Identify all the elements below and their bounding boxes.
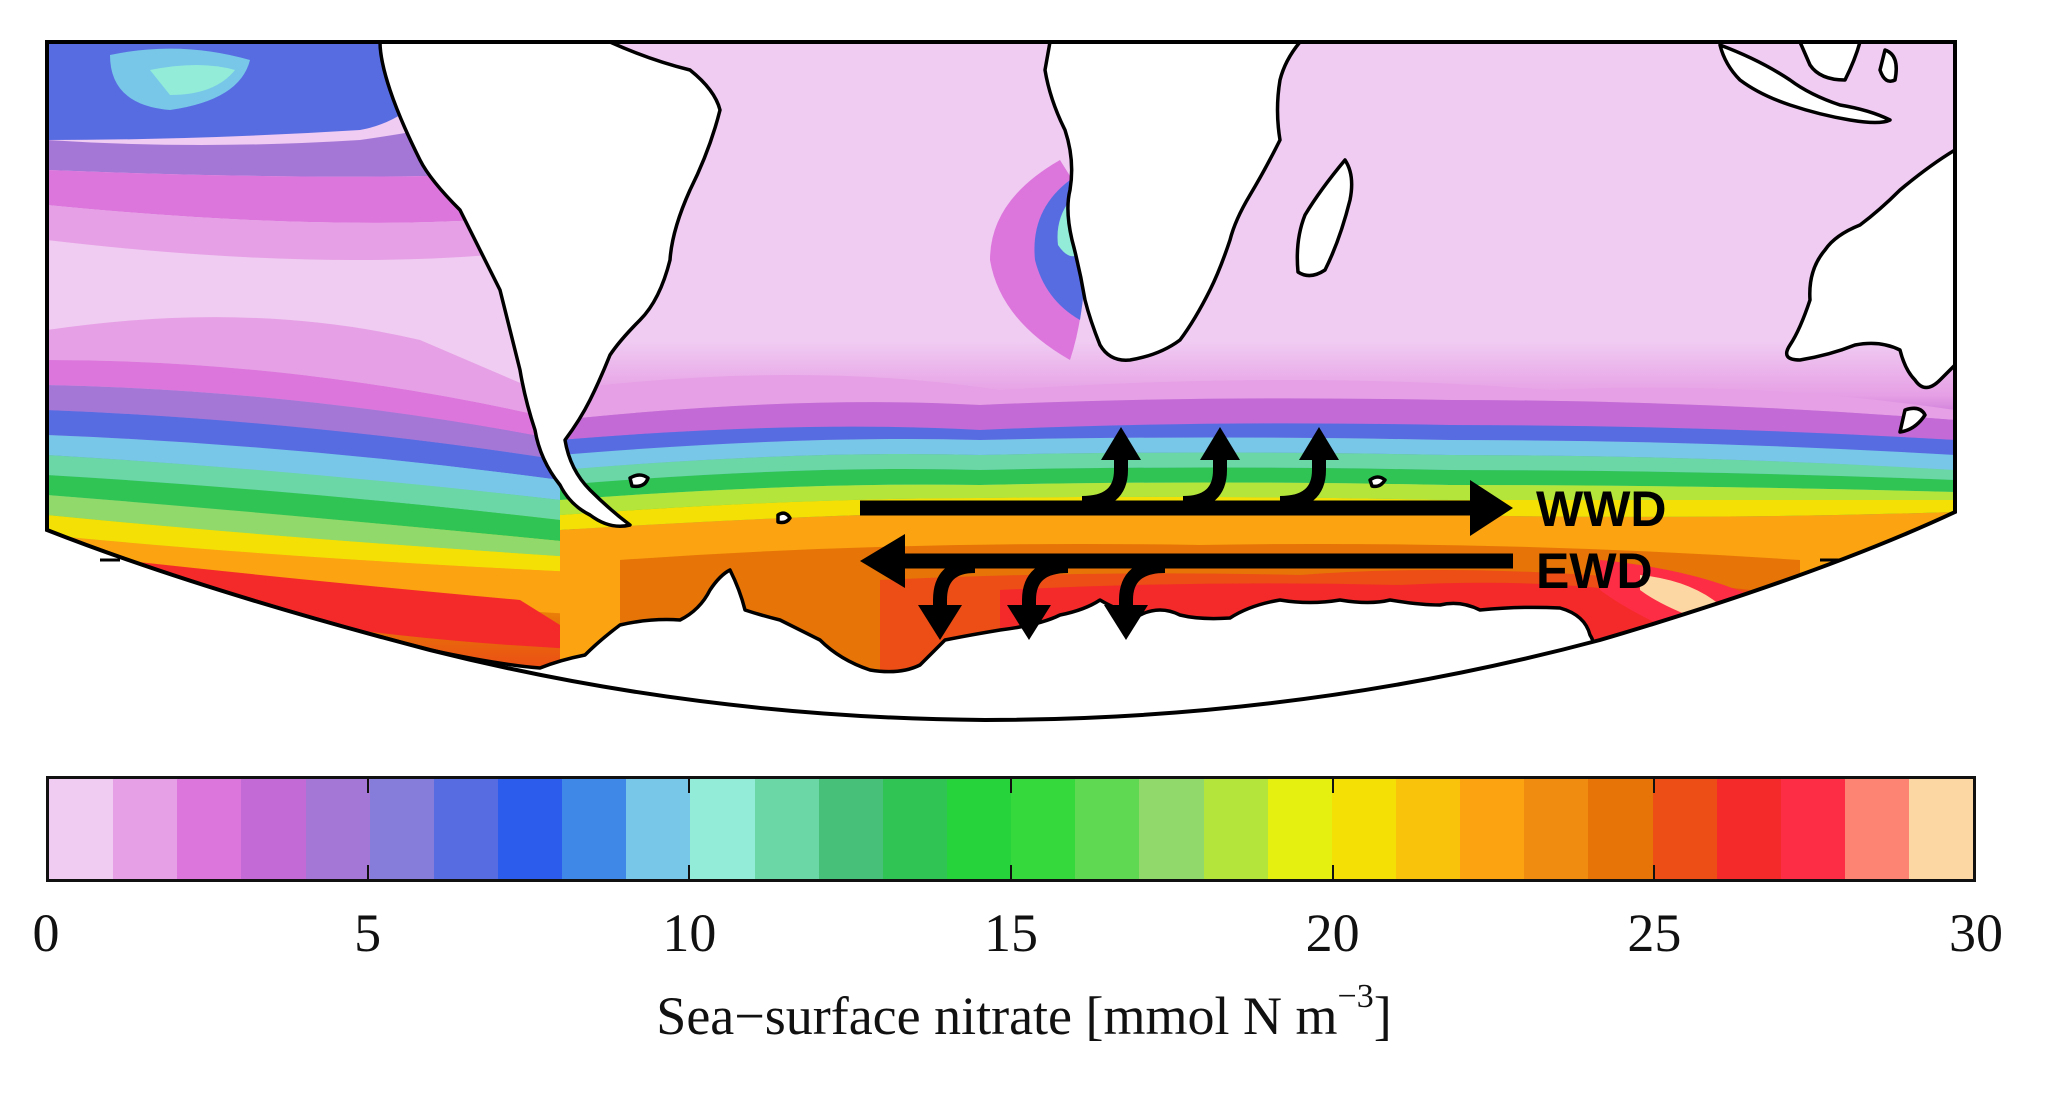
colorbar-tick [1010, 865, 1012, 879]
colorbar-segment [433, 779, 498, 879]
colorbar-title-close: ] [1373, 986, 1392, 1046]
colorbar-tick-label: 10 [662, 903, 717, 963]
wwd-label: WWD [1536, 481, 1667, 537]
colorbar-segment [1395, 779, 1461, 879]
colorbar-segment [177, 779, 242, 879]
colorbar-segment [818, 779, 883, 879]
colorbar-tick [1331, 865, 1334, 879]
ocean-field [47, 42, 1955, 720]
colorbar [46, 776, 1976, 882]
colorbar-tick [1331, 779, 1334, 793]
colorbar-segment [626, 779, 691, 879]
colorbar-segment [1203, 779, 1268, 879]
africa [1043, 42, 1302, 362]
colorbar-tick-label: 30 [1949, 903, 2003, 963]
colorbar-tick-label: 15 [984, 903, 1038, 963]
map-outside-mask [0, 0, 2048, 760]
colorbar-tick-label: 0 [32, 903, 60, 963]
colorbar-tick [1010, 779, 1012, 793]
colorbar-segment [497, 779, 563, 879]
colorbar-segment [754, 779, 819, 879]
colorbar-segment [1460, 779, 1525, 879]
colorbar-tick [688, 865, 691, 879]
colorbar-segment [1844, 779, 1910, 879]
south-america [378, 42, 722, 528]
colorbar-title: Sea−surface nitrate [mmol N m−3] [0, 980, 2048, 1046]
colorbar-tick [366, 865, 369, 879]
colorbar-tick-label: 25 [1627, 903, 1682, 963]
ewd-arrow [860, 534, 1513, 640]
colorbar-segment [1652, 779, 1717, 879]
colorbar-title-text: Sea−surface nitrate [mmol N m [656, 986, 1338, 1046]
ewd-label: EWD [1536, 543, 1653, 599]
colorbar-segment [369, 779, 434, 879]
colorbar-tick [366, 779, 369, 793]
colorbar-segment [1588, 779, 1653, 879]
colorbar-segment [1331, 779, 1396, 879]
colorbar-segment [1075, 779, 1140, 879]
colorbar-segment [1780, 779, 1845, 879]
colorbar-segment [113, 779, 178, 879]
colorbar-segment [690, 779, 755, 879]
colorbar-segment [1909, 779, 1974, 879]
nitrate-map [0, 0, 2048, 760]
colorbar-tick-label: 20 [1305, 903, 1360, 963]
colorbar-segment [241, 779, 306, 879]
colorbar-segment [305, 779, 370, 879]
colorbar-segment [562, 779, 627, 879]
wwd-arrow [860, 427, 1513, 536]
colorbar-title-exponent: −3 [1337, 978, 1374, 1015]
colorbar-tick [1653, 779, 1656, 793]
colorbar-segment [1139, 779, 1204, 879]
colorbar-segment [49, 779, 114, 879]
colorbar-segment [1267, 779, 1332, 879]
colorbar-segment [946, 779, 1012, 879]
colorbar-segment [1716, 779, 1781, 879]
map-frame [45, 40, 1957, 723]
colorbar-tick-label: 5 [354, 903, 382, 963]
colorbar-tick [1653, 865, 1656, 879]
colorbar-tick [688, 779, 691, 793]
colorbar-segment [1524, 779, 1589, 879]
australia [1784, 148, 1955, 390]
colorbar-segment [882, 779, 947, 879]
indonesia [1718, 43, 1892, 125]
madagascar [1295, 158, 1354, 278]
colorbar-segment [1011, 779, 1076, 879]
